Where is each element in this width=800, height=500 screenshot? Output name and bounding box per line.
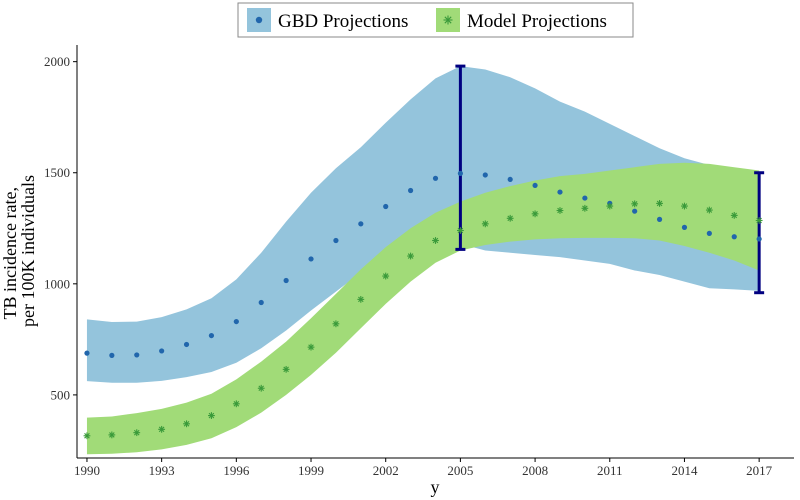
model-point-1997 xyxy=(257,384,265,392)
gbd-point-2014 xyxy=(681,224,688,230)
gbd-point-2007 xyxy=(507,176,513,183)
x-tick-label-1996: 1996 xyxy=(223,463,250,478)
model-point-2006 xyxy=(481,220,489,228)
model-point-2010 xyxy=(581,204,589,212)
model-point-2003 xyxy=(407,252,414,260)
y-axis-title: TB incidence rate, per 100K individuals xyxy=(0,175,38,327)
model-point-2001 xyxy=(357,295,365,303)
model-point-2005 xyxy=(457,227,464,234)
model-point-2002 xyxy=(382,272,390,280)
gbd-point-1998 xyxy=(283,277,289,284)
legend-marker-gbd xyxy=(255,16,263,24)
model-point-2015 xyxy=(705,206,713,214)
error-bars xyxy=(455,64,765,295)
model-point-1999 xyxy=(307,343,315,351)
gbd-point-1992 xyxy=(134,352,140,358)
gbd-point-2012 xyxy=(632,208,638,214)
model-point-2014 xyxy=(681,202,688,210)
gbd-point-1993 xyxy=(159,348,165,354)
y-tick-label-1500: 1500 xyxy=(44,165,70,180)
x-tick-label-2005: 2005 xyxy=(447,463,473,478)
model-point-2012 xyxy=(631,200,639,208)
model-point-2011 xyxy=(606,202,614,210)
gbd-point-2015 xyxy=(706,230,712,236)
gbd-point-2006 xyxy=(482,172,488,178)
gbd-point-2008 xyxy=(532,182,538,189)
model-point-1996 xyxy=(232,400,240,408)
x-tick-label-2017: 2017 xyxy=(746,463,773,478)
model-point-2013 xyxy=(656,200,663,207)
gbd-point-1990 xyxy=(84,350,90,356)
gbd-point-1991 xyxy=(109,352,115,358)
y-tick-label-1000: 1000 xyxy=(44,276,70,291)
y-axis-title-line-1: TB incidence rate, xyxy=(0,187,20,319)
model-point-2007 xyxy=(506,214,514,222)
x-tick-label-2014: 2014 xyxy=(671,463,698,478)
model-point-2017 xyxy=(755,217,763,224)
legend-box xyxy=(237,2,634,38)
error-bar-2005 xyxy=(455,64,466,251)
y-axis-ticks: 500 1000 1500 2000 xyxy=(44,54,77,402)
model-point-1994 xyxy=(183,420,190,428)
gbd-point-2010 xyxy=(582,195,588,201)
uncertainty-bands xyxy=(86,66,760,455)
gbd-point-2013 xyxy=(656,216,663,222)
gbd-point-2003 xyxy=(408,187,414,194)
model-point-2009 xyxy=(556,207,564,214)
model-point-1990 xyxy=(83,432,91,440)
gbd-point-1997 xyxy=(258,299,264,306)
model-point-2008 xyxy=(531,210,539,218)
gbd-point-2002 xyxy=(383,203,389,210)
band-model xyxy=(86,162,760,455)
x-axis-ticks: 1990 1993 1996 1999 2002 2005 2008 2011 2014 2017 xyxy=(74,458,773,478)
gbd-point-1999 xyxy=(308,256,314,262)
model-point-1995 xyxy=(208,412,215,419)
model-point-2004 xyxy=(432,237,439,244)
gbd-point-2009 xyxy=(557,189,563,195)
x-tick-label-1999: 1999 xyxy=(298,463,324,478)
x-tick-label-2008: 2008 xyxy=(522,463,548,478)
y-axis-title-line-2: per 100K individuals xyxy=(18,175,38,327)
legend: GBD Projections Model Projections xyxy=(237,2,634,38)
x-tick-label-2011: 2011 xyxy=(597,463,623,478)
error-bar-2017 xyxy=(754,171,765,295)
x-tick-label-1993: 1993 xyxy=(149,463,175,478)
gbd-point-2016 xyxy=(731,234,737,240)
x-tick-label-2002: 2002 xyxy=(373,463,399,478)
model-point-1991 xyxy=(108,431,116,439)
model-point-2000 xyxy=(332,320,340,328)
gbd-point-2001 xyxy=(358,221,364,227)
model-point-1993 xyxy=(158,425,166,433)
legend-label-gbd: GBD Projections xyxy=(278,11,408,32)
gbd-point-1994 xyxy=(183,341,190,348)
legend-label-model: Model Projections xyxy=(467,11,607,32)
y-tick-label-2000: 2000 xyxy=(44,54,70,69)
x-axis-title: y xyxy=(431,477,440,497)
legend-marker-model xyxy=(443,15,453,25)
y-tick-label-500: 500 xyxy=(51,387,71,402)
gbd-point-2000 xyxy=(333,237,339,244)
model-point-1998 xyxy=(282,365,290,373)
x-tick-label-1990: 1990 xyxy=(74,463,100,478)
legend-asterisk xyxy=(443,15,453,25)
gbd-point-1996 xyxy=(233,318,239,325)
model-point-1992 xyxy=(133,429,141,437)
model-point-2016 xyxy=(730,212,738,219)
gbd-point-1995 xyxy=(208,332,215,339)
gbd-point-2005 xyxy=(457,170,463,177)
gbd-point-2004 xyxy=(432,175,439,181)
gbd-point-2017 xyxy=(756,236,762,242)
data-points xyxy=(83,170,763,440)
